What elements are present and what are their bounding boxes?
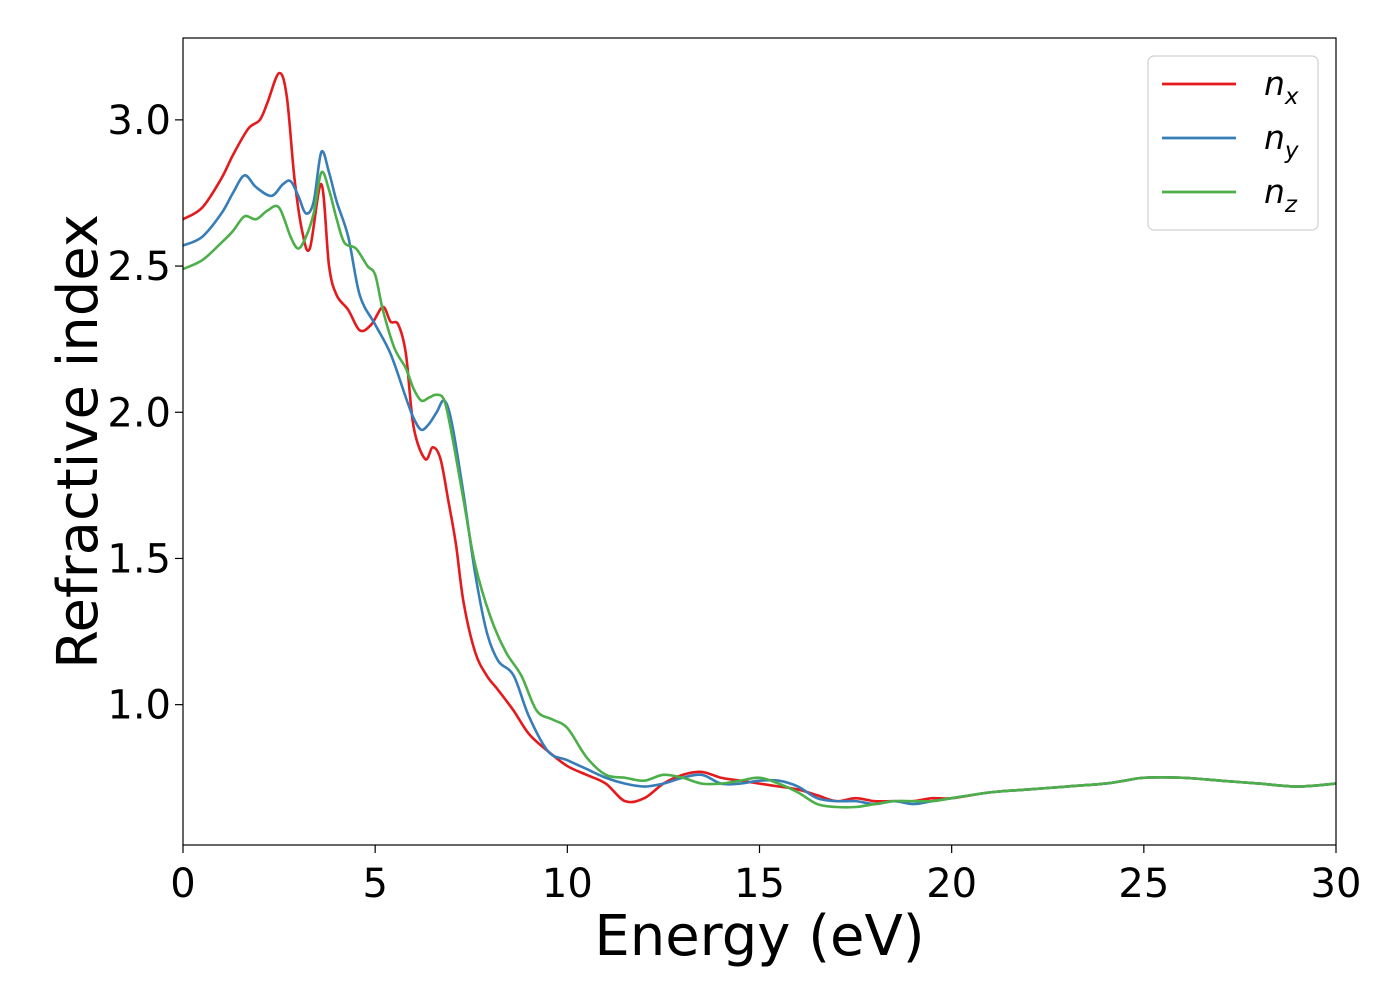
y-tick-label: 2.5: [107, 244, 171, 290]
x-tick-label: 20: [926, 861, 977, 907]
y-tick-label: 3.0: [107, 98, 171, 144]
legend-label-subscript: x: [1284, 84, 1299, 110]
x-tick-label: 10: [542, 861, 593, 907]
x-tick-label: 5: [362, 861, 387, 907]
series-line-n-z: [183, 170, 1336, 809]
y-tick-label: 2.0: [107, 390, 171, 436]
y-tick-label: 1.0: [107, 683, 171, 729]
legend-label-subscript: y: [1284, 138, 1299, 164]
x-tick-label: 30: [1311, 861, 1362, 907]
x-tick-label: 15: [734, 861, 785, 907]
x-axis-title: Energy (eV): [594, 904, 924, 969]
x-tick-label: 25: [1118, 861, 1169, 907]
legend-box: [1147, 55, 1319, 231]
legend-label-x: nx: [1264, 64, 1299, 110]
legend-label-subscript: z: [1284, 192, 1298, 218]
tick-layer: 0 5 10 15 20 25 30 1.0 1.5 2.0 2.5 3.0: [107, 98, 1361, 907]
y-axis-title: Refractive index: [46, 214, 111, 669]
plot-layer: [183, 71, 1336, 809]
y-tick-label: 1.5: [107, 536, 171, 582]
x-tick-label: 0: [170, 861, 195, 907]
